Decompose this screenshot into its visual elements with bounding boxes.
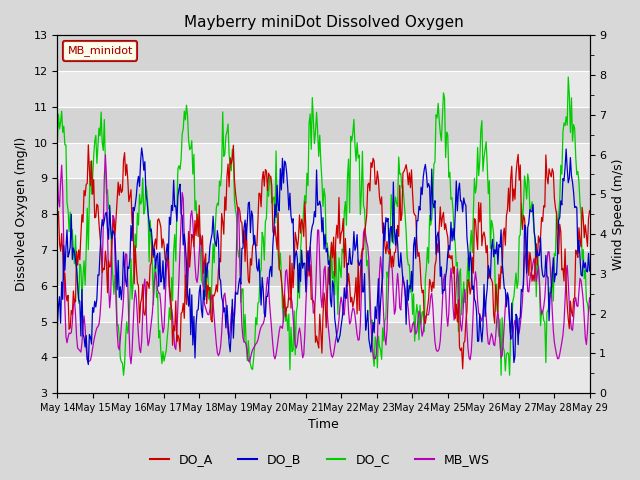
Y-axis label: Dissolved Oxygen (mg/l): Dissolved Oxygen (mg/l) bbox=[15, 137, 28, 291]
Y-axis label: Wind Speed (m/s): Wind Speed (m/s) bbox=[612, 158, 625, 270]
X-axis label: Time: Time bbox=[308, 419, 339, 432]
Title: Mayberry miniDot Dissolved Oxygen: Mayberry miniDot Dissolved Oxygen bbox=[184, 15, 463, 30]
Bar bbox=[58, 71, 589, 107]
Bar bbox=[58, 107, 589, 143]
Bar bbox=[58, 286, 589, 322]
Bar bbox=[58, 36, 589, 71]
Legend: MB_minidot: MB_minidot bbox=[63, 41, 137, 60]
Bar bbox=[58, 322, 589, 357]
Bar bbox=[58, 357, 589, 393]
Bar bbox=[58, 214, 589, 250]
Legend: DO_A, DO_B, DO_C, MB_WS: DO_A, DO_B, DO_C, MB_WS bbox=[145, 448, 495, 471]
Bar bbox=[58, 143, 589, 179]
Bar bbox=[58, 179, 589, 214]
Bar bbox=[58, 250, 589, 286]
